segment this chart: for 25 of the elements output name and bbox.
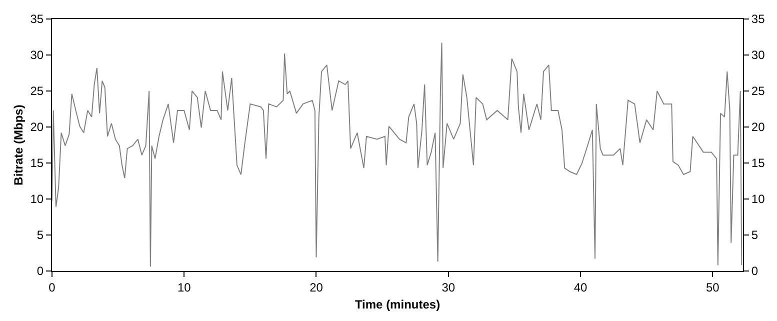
y-axis-title: Bitrate (Mbps) — [12, 104, 26, 186]
y-tick-label: 5 — [36, 228, 44, 242]
y2-tick-label: 0 — [751, 264, 758, 278]
y2-tick-label: 15 — [751, 156, 766, 170]
y-tick-label: 10 — [30, 192, 44, 206]
y-tick-label: 30 — [30, 48, 44, 62]
x-tick-label: 50 — [706, 280, 720, 294]
y-tick-label: 20 — [30, 120, 44, 134]
y-tick-label: 25 — [30, 84, 44, 98]
y-tick-label: 35 — [30, 12, 44, 26]
y2-tick-label: 25 — [751, 84, 766, 98]
y2-tick-label: 35 — [751, 12, 766, 26]
line-series — [52, 42, 742, 268]
x-tick-label: 10 — [177, 280, 192, 294]
y2-tick-label: 30 — [751, 48, 766, 62]
x-tick-label: 20 — [310, 280, 324, 294]
x-tick-label: 30 — [442, 280, 456, 294]
y2-tick-label: 20 — [751, 120, 766, 134]
y2-tick-label: 10 — [751, 192, 766, 206]
y-tick-label: 0 — [36, 264, 44, 278]
y2-tick-label: 5 — [751, 228, 758, 242]
x-tick-label: 0 — [48, 280, 56, 294]
x-axis-title: Time (minutes) — [354, 297, 440, 312]
x-tick-label: 40 — [574, 280, 588, 294]
y-tick-label: 15 — [30, 156, 44, 170]
